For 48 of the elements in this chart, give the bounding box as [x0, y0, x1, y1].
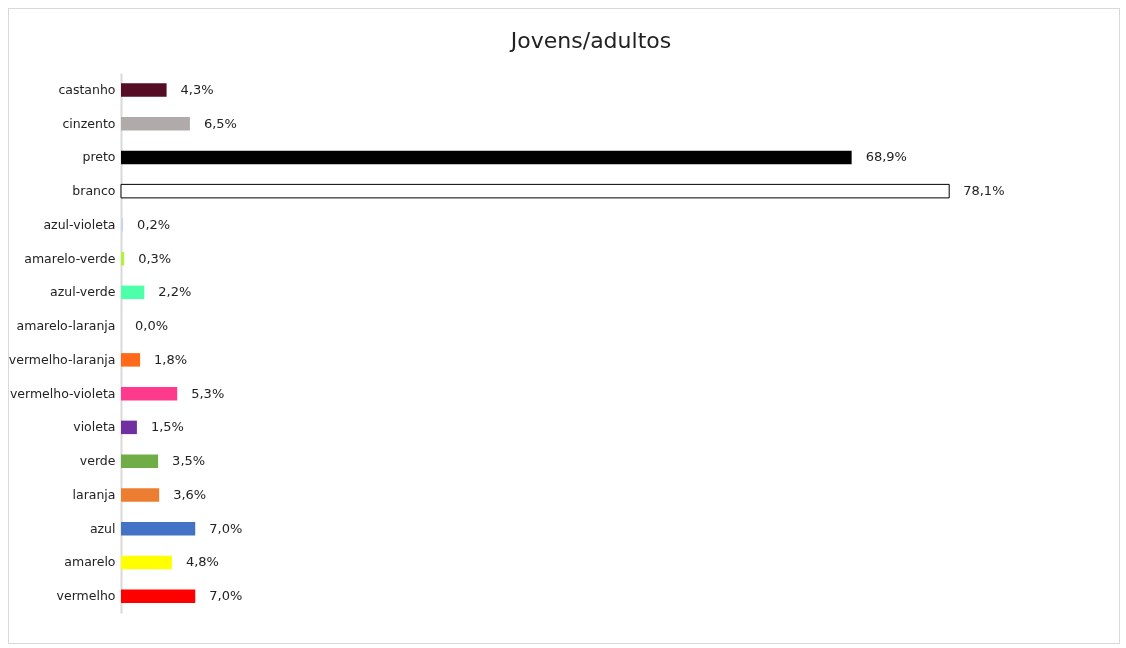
- y-tick-label: preto: [82, 149, 116, 165]
- bar: [120, 183, 950, 199]
- bar: [121, 589, 196, 603]
- y-tick-label: amarelo: [64, 554, 116, 570]
- y-tick-label: verde: [79, 453, 116, 469]
- y-tick-label: azul-violeta: [43, 216, 116, 232]
- y-tick-label: branco: [72, 183, 116, 199]
- data-label: 0,2%: [137, 216, 171, 232]
- bar: [121, 555, 172, 570]
- data-label: 4,3%: [180, 81, 214, 97]
- data-label: 3,5%: [172, 453, 206, 469]
- bar: [121, 83, 167, 97]
- y-tick-label: amarelo-laranja: [16, 318, 116, 334]
- bar: [121, 116, 190, 131]
- data-label: 2,2%: [158, 284, 192, 300]
- chart-title: Jovens/adultos: [508, 28, 672, 53]
- data-label: 78,1%: [963, 183, 1005, 199]
- y-tick-label: vermelho: [56, 588, 116, 604]
- bar: [121, 488, 160, 502]
- y-tick-label: violeta: [73, 419, 116, 435]
- data-label: 1,8%: [154, 351, 188, 367]
- data-label: 4,8%: [185, 554, 219, 570]
- data-label: 0,3%: [138, 250, 172, 266]
- y-tick-label: vermelho-violeta: [9, 385, 116, 401]
- y-tick-label: cinzento: [62, 115, 116, 131]
- y-tick-label: amarelo-verde: [24, 250, 116, 266]
- bar: [121, 420, 137, 435]
- y-tick-label: laranja: [72, 486, 116, 502]
- data-label: 1,5%: [150, 419, 184, 435]
- bar: [121, 150, 852, 165]
- data-label: 5,3%: [191, 385, 225, 401]
- data-label: 7,0%: [209, 588, 243, 604]
- bar: [121, 353, 141, 367]
- data-label: 6,5%: [203, 115, 237, 131]
- bar: [121, 454, 159, 468]
- data-label: 3,6%: [173, 486, 207, 502]
- y-tick-label: azul-verde: [50, 284, 116, 300]
- data-label: 7,0%: [209, 520, 243, 536]
- bar: [121, 386, 178, 401]
- bar: [121, 521, 196, 536]
- bar: [121, 285, 145, 300]
- bar: [121, 251, 125, 266]
- y-tick-label: azul: [89, 520, 116, 536]
- y-tick-label: vermelho-laranja: [8, 351, 116, 367]
- y-tick-label: castanho: [58, 81, 116, 97]
- data-label: 0,0%: [135, 318, 169, 334]
- bar: [121, 218, 124, 232]
- data-label: 68,9%: [865, 149, 907, 165]
